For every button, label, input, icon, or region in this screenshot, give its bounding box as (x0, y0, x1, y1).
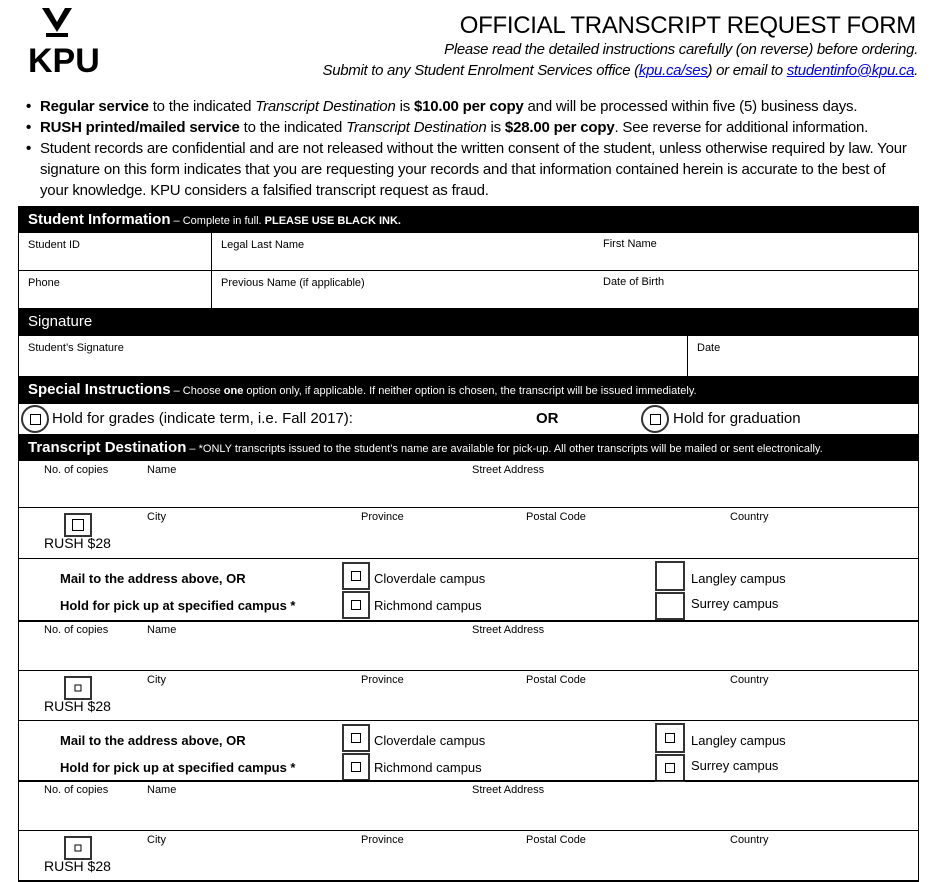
divider (18, 558, 919, 559)
cloverdale-checkbox-2[interactable] (342, 724, 370, 752)
dob-field[interactable]: Date of Birth (603, 276, 665, 288)
last-name-field[interactable]: Legal Last Name (211, 232, 919, 271)
name-field-2[interactable]: Name (147, 624, 177, 636)
divider (18, 780, 919, 781)
email-link[interactable]: studentinfo@kpu.ca (786, 62, 915, 79)
street-field-3[interactable]: Street Address (472, 784, 545, 796)
surrey-checkbox-1[interactable] (655, 592, 685, 620)
richmond-label-2: Richmond campus (374, 760, 482, 775)
rush-checkbox-3[interactable] (64, 836, 92, 860)
street-field-2[interactable]: Street Address (472, 624, 545, 636)
pickup-option-2: Hold for pick up at specified campus * (60, 760, 296, 775)
langley-label-2: Langley campus (691, 733, 786, 748)
rush-checkbox-2[interactable] (64, 676, 92, 700)
divider (18, 880, 919, 882)
copies-field-2[interactable]: No. of copies (44, 624, 109, 636)
divider (18, 780, 919, 782)
postal-field-1[interactable]: Postal Code (526, 511, 586, 523)
country-field-3[interactable]: Country (730, 834, 769, 846)
divider (18, 620, 919, 622)
rush-label-1: RUSH $28 (44, 535, 111, 551)
divider (18, 620, 919, 621)
name-field-1[interactable]: Name (147, 464, 177, 476)
phone-field[interactable]: Phone (18, 270, 212, 309)
hold-grades-label: Hold for grades (indicate term, i.e. Fal… (52, 410, 353, 427)
first-name-field[interactable]: First Name (603, 238, 657, 250)
mail-option-2: Mail to the address above, OR (60, 733, 246, 748)
rush-label-3: RUSH $28 (44, 858, 111, 874)
street-field-1[interactable]: Street Address (472, 464, 545, 476)
signature-header: Signature (18, 308, 919, 336)
country-field-2[interactable]: Country (730, 674, 769, 686)
surrey-checkbox-2[interactable] (655, 754, 685, 782)
richmond-checkbox-2[interactable] (342, 753, 370, 781)
transcript-destination-header: Transcript Destination – *ONLY transcrip… (18, 434, 919, 461)
langley-checkbox-1[interactable] (655, 561, 685, 591)
previous-name-field[interactable]: Previous Name (if applicable) (211, 270, 919, 309)
postal-field-2[interactable]: Postal Code (526, 674, 586, 686)
city-field-1[interactable]: City (147, 511, 166, 523)
country-field-1[interactable]: Country (730, 511, 769, 523)
bullet-regular: Regular service to the indicated Transcr… (26, 96, 916, 117)
divider (18, 670, 919, 671)
kpu-logo: KPU (28, 8, 100, 76)
divider (918, 620, 919, 780)
bullet-confidential: Student records are confidential and are… (26, 138, 916, 201)
postal-field-3[interactable]: Postal Code (526, 834, 586, 846)
divider (18, 620, 19, 780)
submit-line: Submit to any Student Enrolment Services… (322, 62, 919, 79)
student-info-header: Student Information – Complete in full. … (18, 206, 919, 233)
rush-label-2: RUSH $28 (44, 698, 111, 714)
richmond-checkbox-1[interactable] (342, 591, 370, 619)
city-field-3[interactable]: City (147, 834, 166, 846)
langley-checkbox-2[interactable] (655, 723, 685, 753)
province-field-3[interactable]: Province (361, 834, 404, 846)
subtitle: Please read the detailed instructions ca… (444, 41, 918, 58)
pickup-option-1: Hold for pick up at specified campus * (60, 598, 296, 613)
cloverdale-label-1: Cloverdale campus (374, 571, 486, 586)
ses-link[interactable]: kpu.ca/ses (638, 62, 708, 79)
rush-checkbox-1[interactable] (64, 513, 92, 537)
divider (18, 460, 919, 461)
cloverdale-checkbox-1[interactable] (342, 562, 370, 590)
page-title: OFFICIAL TRANSCRIPT REQUEST FORM (459, 12, 917, 39)
surrey-label-2: Surrey campus (691, 758, 779, 773)
langley-label-1: Langley campus (691, 571, 786, 586)
divider (18, 720, 919, 721)
special-instructions-header: Special Instructions – Choose one option… (18, 376, 919, 404)
divider (18, 460, 19, 620)
name-field-3[interactable]: Name (147, 784, 177, 796)
divider (918, 780, 919, 880)
svg-text:KPU: KPU (28, 42, 100, 76)
student-id-field[interactable]: Student ID (18, 232, 212, 271)
mail-option-1: Mail to the address above, OR (60, 571, 246, 586)
hold-grades-checkbox[interactable] (21, 405, 49, 433)
divider (918, 460, 919, 620)
divider (18, 780, 19, 880)
instructions-list: Regular service to the indicated Transcr… (26, 96, 916, 201)
city-field-2[interactable]: City (147, 674, 166, 686)
divider (18, 830, 919, 831)
province-field-1[interactable]: Province (361, 511, 404, 523)
hold-graduation-checkbox[interactable] (641, 405, 669, 433)
richmond-label-1: Richmond campus (374, 598, 482, 613)
province-field-2[interactable]: Province (361, 674, 404, 686)
copies-field-3[interactable]: No. of copies (44, 784, 109, 796)
signature-field[interactable]: Student’s Signature (18, 335, 688, 377)
copies-field-1[interactable]: No. of copies (44, 464, 109, 476)
bullet-rush: RUSH printed/mailed service to the indic… (26, 117, 916, 138)
divider (18, 507, 919, 508)
surrey-label-1: Surrey campus (691, 596, 779, 611)
or-label: OR (536, 410, 559, 427)
cloverdale-label-2: Cloverdale campus (374, 733, 486, 748)
signature-date-field[interactable]: Date (687, 335, 919, 377)
hold-graduation-label: Hold for graduation (673, 410, 801, 427)
